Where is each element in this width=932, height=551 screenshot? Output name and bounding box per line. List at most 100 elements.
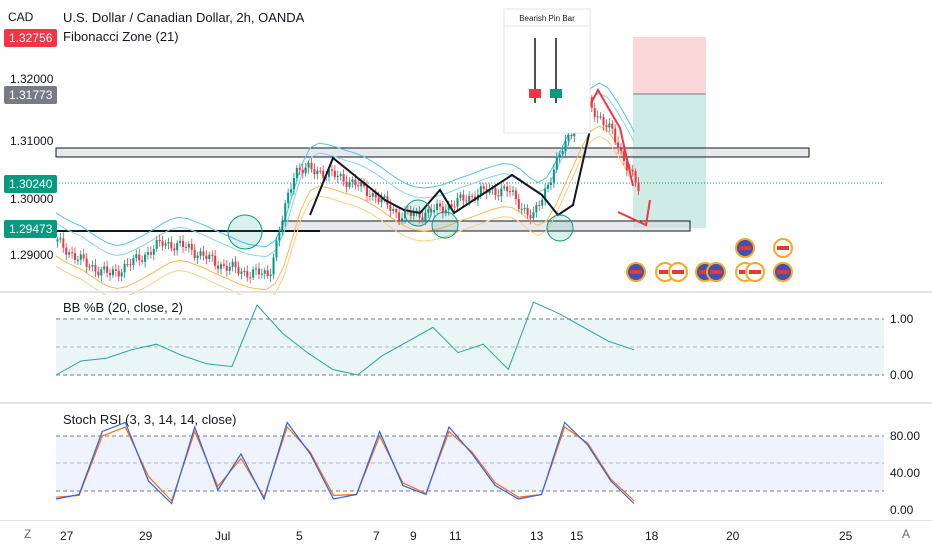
- candle-body: [316, 170, 319, 175]
- candle-body: [237, 267, 240, 274]
- candle-body: [222, 264, 225, 266]
- stoch-rsi-pane[interactable]: 80.00 40.00 0.00: [0, 405, 932, 520]
- touch-circle[interactable]: [431, 211, 459, 239]
- price-axis-label: 1.32000: [10, 72, 54, 86]
- price-axis-label: 1.30000: [10, 192, 54, 206]
- zoom-button[interactable]: Z: [24, 527, 32, 541]
- candle-body: [398, 212, 401, 221]
- candle-body: [351, 179, 354, 182]
- bb-percent-b-pane[interactable]: 1.00 0.00: [0, 295, 932, 405]
- chart-title[interactable]: U.S. Dollar / Canadian Dollar, 2h, OANDA: [63, 10, 305, 25]
- price-axis-label: 1.31000: [10, 134, 54, 148]
- candle-body: [503, 186, 506, 189]
- candle-body: [605, 124, 608, 128]
- candle-body: [348, 181, 351, 187]
- candle-body: [234, 261, 237, 268]
- candle-body: [438, 203, 442, 207]
- time-axis[interactable]: 27 29 Jul 5 7 9 11 13 15 18 20 25: [0, 520, 932, 551]
- candle-body: [196, 255, 199, 259]
- indicator-legend[interactable]: Fibonacci Zone (21): [63, 29, 179, 44]
- candle-body: [441, 206, 444, 214]
- candle-body: [634, 171, 637, 183]
- last-price-tag: 1.30240: [4, 175, 58, 193]
- stoch-axis-label: 0.00: [890, 503, 914, 517]
- candle-body: [88, 266, 91, 268]
- bb-pane-title[interactable]: BB %B (20, close, 2): [63, 300, 183, 315]
- economic-events[interactable]: [626, 238, 793, 282]
- candle-body: [246, 271, 249, 278]
- candle-body: [263, 270, 266, 274]
- candle-body: [497, 195, 500, 197]
- candle-body: [333, 170, 336, 178]
- auto-scale-button[interactable]: A: [902, 527, 911, 541]
- candle-body: [173, 248, 176, 251]
- candle-body: [292, 177, 296, 190]
- touch-circle[interactable]: [546, 214, 574, 242]
- candle-body: [260, 273, 263, 275]
- candle-body: [570, 135, 573, 137]
- price-chart-pane[interactable]: Bearish Pin Bar 1.32000 1.31000 1.30000 …: [0, 0, 932, 295]
- candle-body: [450, 204, 453, 207]
- candle-body: [68, 252, 71, 255]
- flag-stripe-icon: [630, 270, 642, 274]
- candle-body: [482, 186, 485, 189]
- candle-body: [144, 254, 147, 262]
- candle-body: [538, 204, 541, 206]
- candle-body: [520, 208, 523, 210]
- candle-body: [97, 271, 100, 276]
- candle-body: [462, 194, 465, 201]
- support-zone: [281, 220, 691, 232]
- candle-body: [135, 254, 138, 259]
- candle-body: [228, 266, 231, 271]
- candle-body: [211, 254, 214, 256]
- candle-body: [509, 191, 512, 193]
- candle-body: [129, 264, 132, 266]
- flag-stripe-icon: [777, 246, 789, 250]
- candle-body: [114, 269, 117, 271]
- candle-body: [360, 182, 363, 187]
- candle-body: [152, 248, 155, 255]
- candle-body: [456, 198, 459, 207]
- time-axis-label: 29: [139, 529, 153, 543]
- candle-body: [310, 163, 313, 170]
- candle-body: [444, 209, 447, 214]
- candle-body: [190, 244, 193, 250]
- candle-body: [79, 254, 82, 260]
- candle-body: [62, 238, 65, 248]
- candle-body: [383, 196, 386, 198]
- bb-axis-label: 1.00: [890, 312, 914, 326]
- time-axis-label: 7: [373, 529, 380, 543]
- candle-body: [447, 204, 450, 210]
- candle-body: [567, 135, 570, 141]
- candle-body: [529, 215, 532, 219]
- candle-body: [281, 221, 284, 233]
- touch-circle[interactable]: [227, 214, 263, 250]
- candle-body: [149, 252, 152, 255]
- candle-body: [506, 186, 509, 192]
- projected-move-line: [584, 87, 634, 187]
- candle-body: [176, 242, 179, 251]
- candle-body: [304, 167, 307, 174]
- candle-body: [354, 179, 357, 186]
- candle-body: [611, 123, 614, 129]
- candle-body: [179, 240, 182, 243]
- candle-body: [252, 269, 255, 278]
- candle-body: [249, 277, 252, 279]
- fib-band-line: [55, 135, 635, 295]
- candle-body: [120, 272, 123, 277]
- candle-body: [421, 217, 424, 221]
- stop-loss-zone: [633, 37, 706, 94]
- candle-body: [436, 203, 439, 210]
- bb-axis-label: 0.00: [890, 368, 914, 382]
- candle-body: [100, 269, 103, 276]
- stoch-pane-title[interactable]: Stoch RSI (3, 3, 14, 14, close): [63, 412, 237, 427]
- candle-body: [555, 156, 558, 170]
- candle-body: [225, 265, 228, 271]
- bearish-pin-bar-annotation[interactable]: Bearish Pin Bar: [503, 8, 591, 134]
- time-axis-label: 9: [410, 529, 417, 543]
- candle-body: [471, 195, 474, 197]
- candle-body: [327, 169, 331, 177]
- candle-body: [418, 210, 421, 218]
- touch-circle[interactable]: [404, 199, 432, 227]
- fib-band-line: [55, 82, 635, 248]
